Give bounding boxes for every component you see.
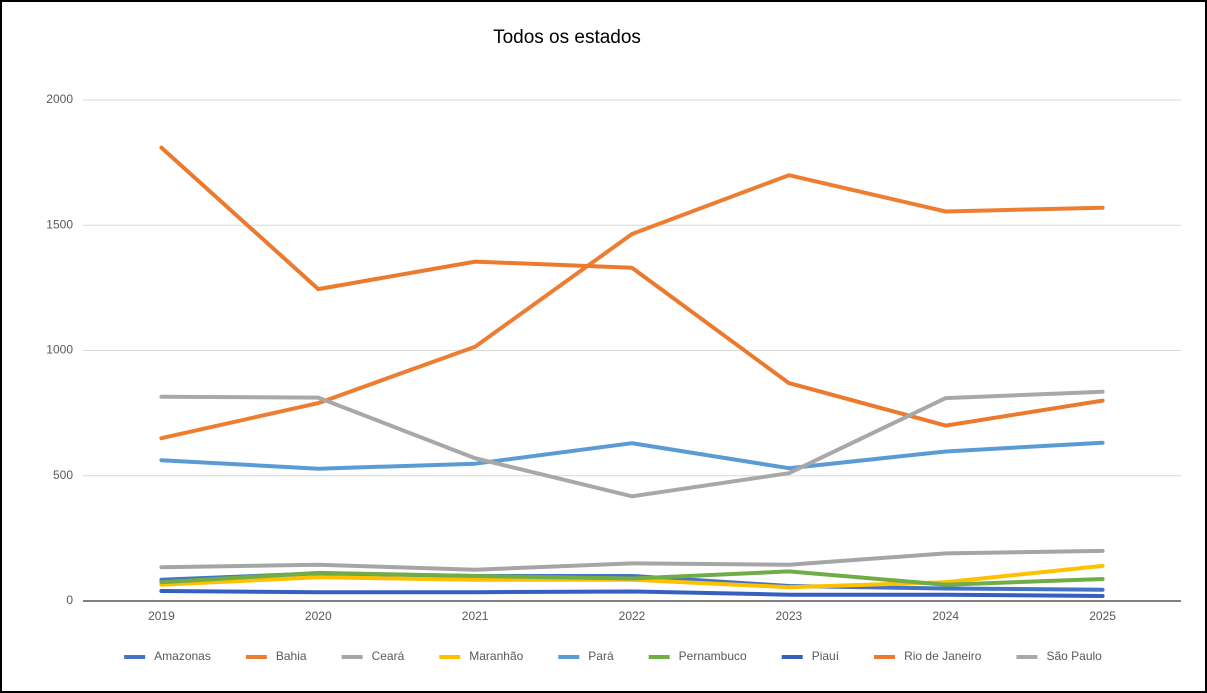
y-tick-label: 0 (66, 593, 73, 607)
legend-label: Bahia (276, 649, 307, 663)
y-tick-label: 1000 (46, 343, 73, 357)
series-line (159, 173, 1105, 441)
legend-label: Rio de Janeiro (904, 649, 982, 663)
series-line (159, 440, 1105, 471)
series-line (159, 548, 1105, 572)
series-line (159, 145, 1105, 428)
x-tick-label: 2021 (462, 609, 489, 623)
legend-label: Maranhão (469, 649, 523, 663)
series-line (159, 569, 1105, 587)
x-tick-label: 2025 (1089, 609, 1116, 623)
y-tick-label: 500 (53, 468, 73, 482)
legend-label: São Paulo (1046, 649, 1102, 663)
legend-label: Ceará (372, 649, 405, 663)
legend-label: Amazonas (154, 649, 211, 663)
x-tick-label: 2024 (932, 609, 959, 623)
y-tick-label: 1500 (46, 217, 73, 231)
legend-label: Pará (588, 649, 614, 663)
chart-title: Todos os estados (493, 27, 641, 48)
x-tick-label: 2020 (305, 609, 332, 623)
y-tick-label: 2000 (46, 92, 73, 106)
x-tick-label: 2023 (776, 609, 803, 623)
series-line (159, 389, 1105, 499)
series-line (159, 589, 1105, 598)
legend-label: Pernambuco (679, 649, 747, 663)
legend-label: Piauí (812, 649, 840, 663)
x-tick-label: 2022 (619, 609, 646, 623)
x-tick-label: 2019 (148, 609, 175, 623)
